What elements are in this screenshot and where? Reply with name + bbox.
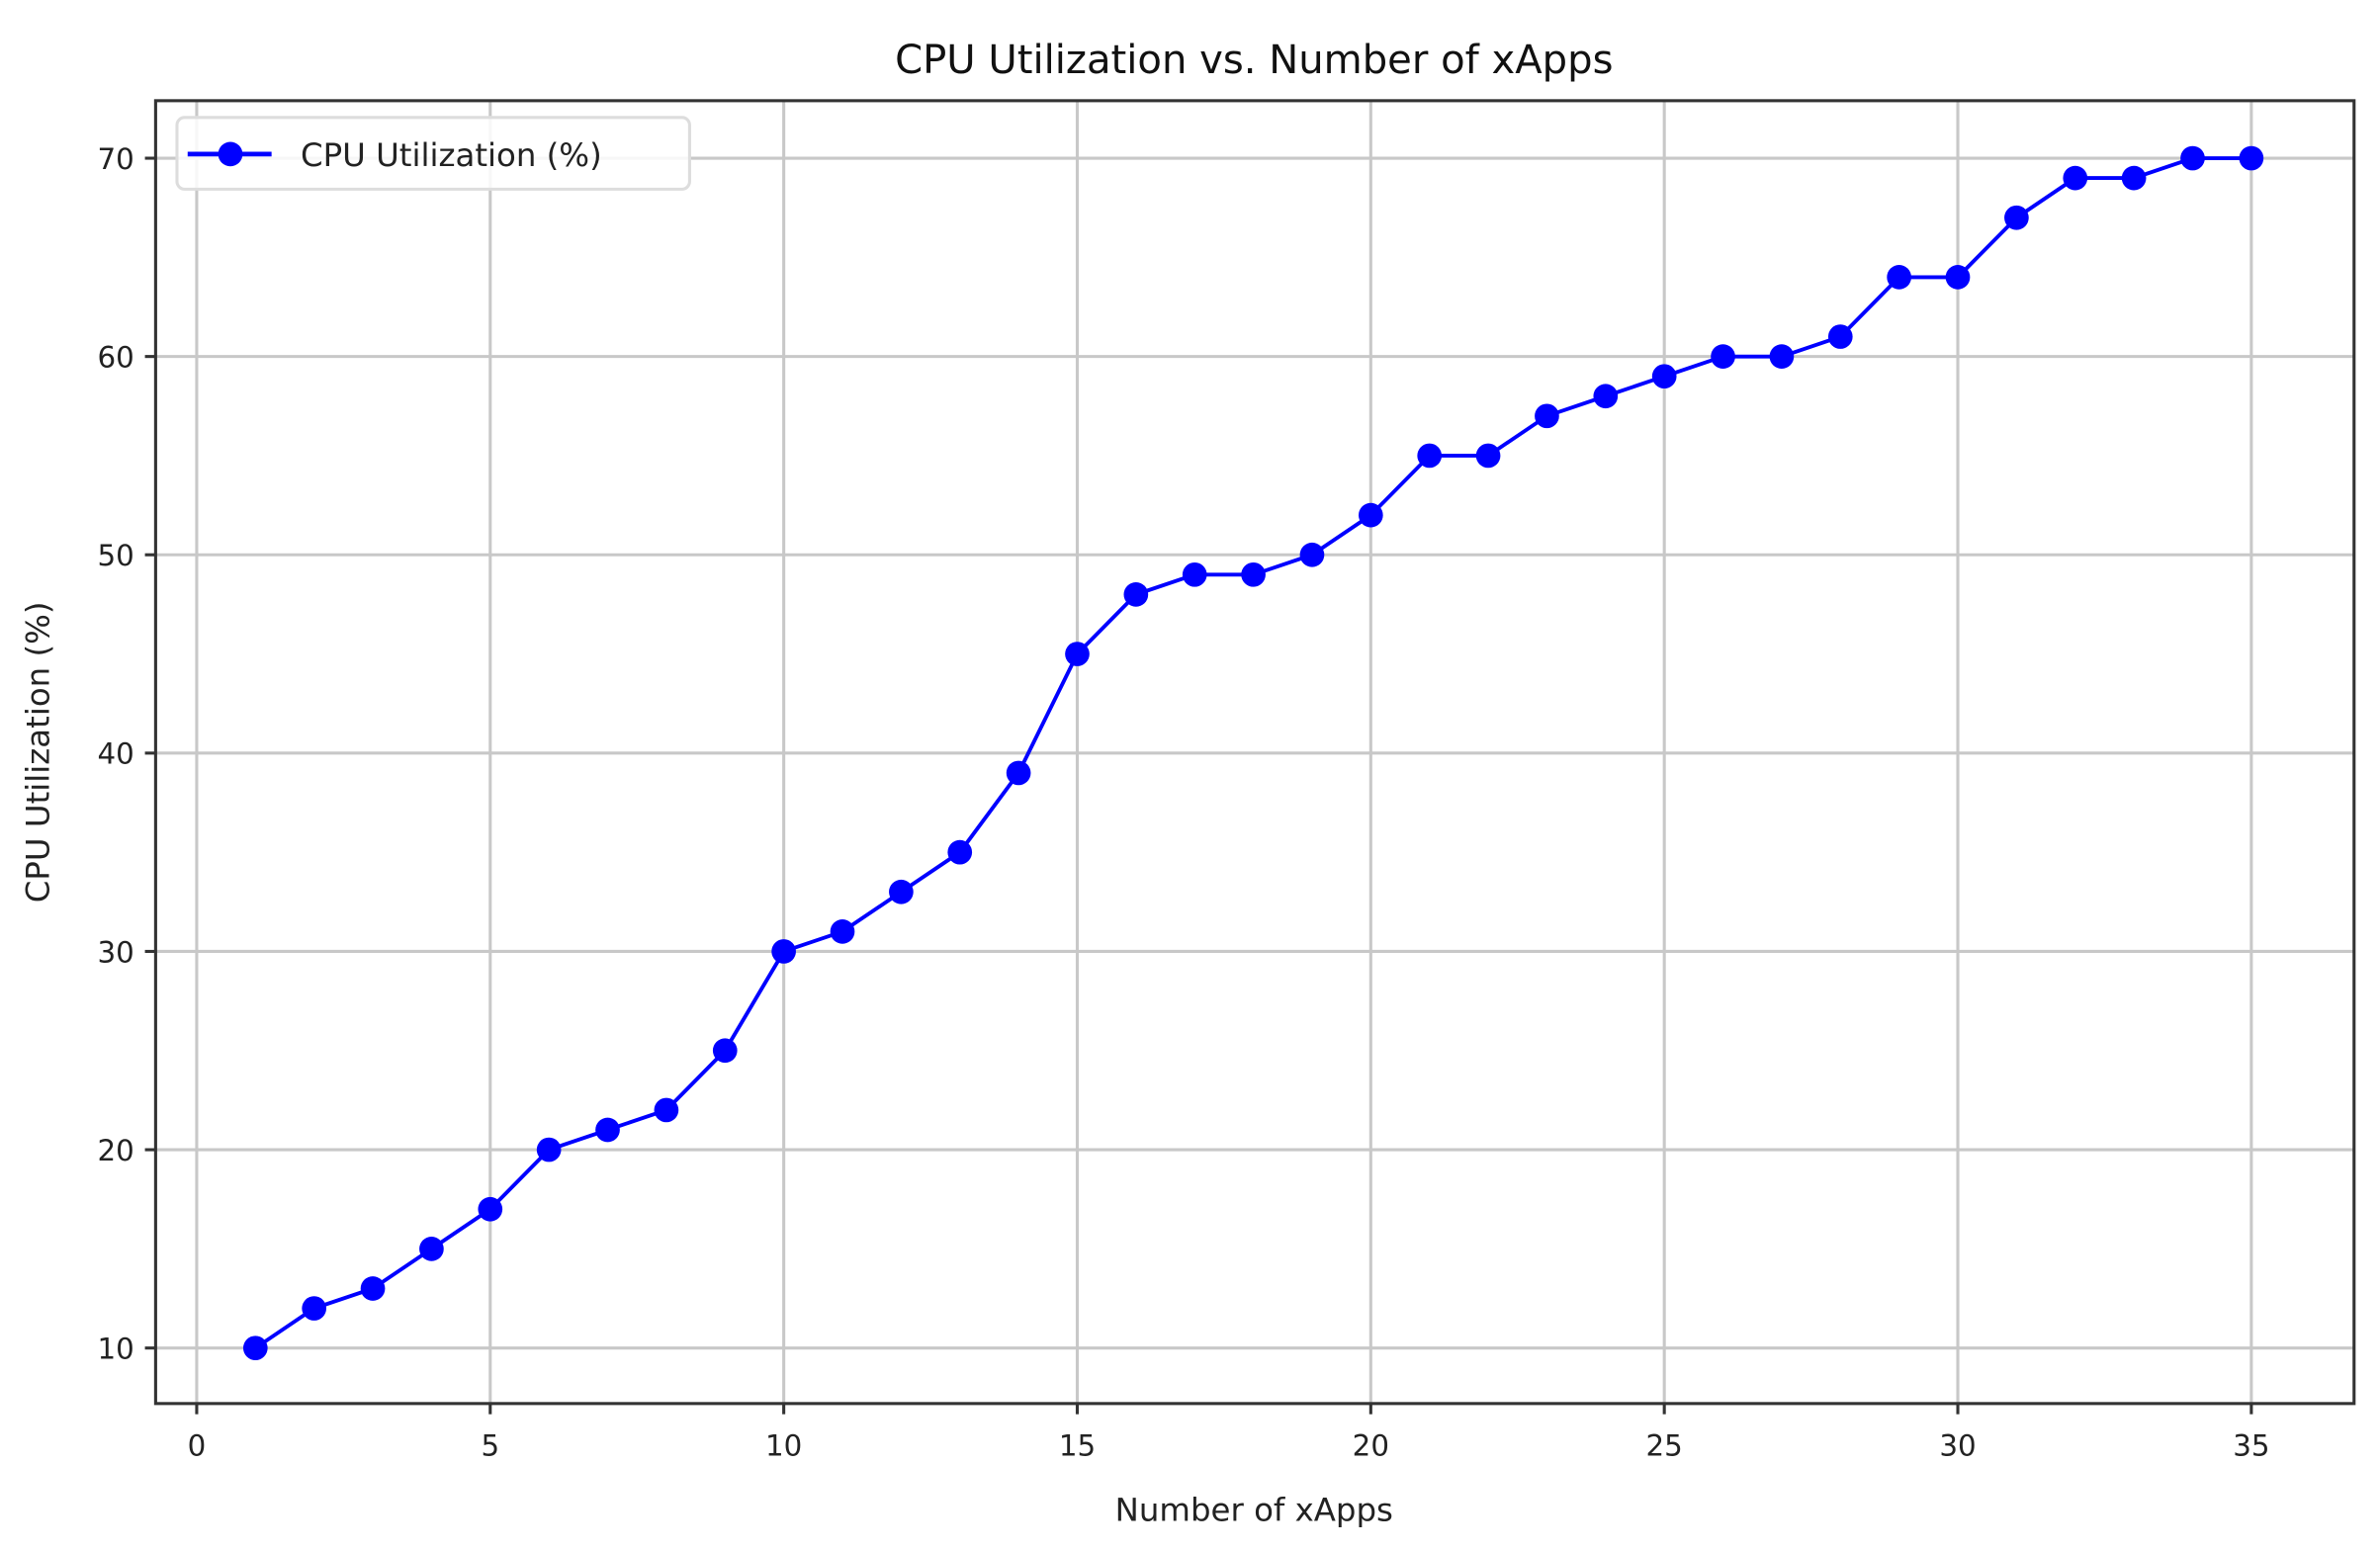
data-point	[1241, 561, 1266, 587]
y-tick-label: 60	[98, 340, 134, 374]
y-tick-label: 10	[98, 1332, 134, 1365]
data-point	[419, 1237, 444, 1261]
data-point	[478, 1196, 503, 1222]
data-point	[1593, 384, 1619, 409]
data-point	[1182, 561, 1207, 587]
y-axis-label: CPU Utilization (%)	[19, 601, 56, 903]
legend-marker	[218, 141, 243, 167]
x-tick-label: 15	[1059, 1428, 1096, 1462]
data-point	[889, 879, 914, 904]
data-point	[1123, 582, 1149, 607]
legend-label: CPU Utilization (%)	[301, 136, 602, 174]
data-point	[1651, 364, 1677, 389]
legend: CPU Utilization (%)	[175, 116, 691, 191]
data-point	[2180, 145, 2205, 171]
x-tick-label: 30	[1939, 1428, 1976, 1462]
data-point	[360, 1276, 386, 1301]
data-point	[2239, 145, 2264, 171]
data-point	[712, 1038, 738, 1064]
y-tick-label: 20	[98, 1134, 134, 1167]
data-point	[1887, 265, 1911, 290]
x-tick-label: 25	[1646, 1428, 1683, 1462]
chart-title: CPU Utilization vs. Number of xApps	[895, 38, 1613, 83]
x-axis-label: Number of xApps	[1115, 1492, 1393, 1529]
data-point	[1358, 502, 1383, 528]
data-point	[1535, 403, 1559, 429]
data-point	[654, 1097, 679, 1123]
data-point	[595, 1117, 620, 1143]
y-tick-label: 70	[98, 142, 134, 176]
data-point	[1065, 642, 1090, 666]
series	[242, 145, 2264, 1361]
data-point	[1827, 324, 1853, 349]
data-point	[1769, 344, 1795, 369]
grid	[155, 100, 2354, 1404]
data-point	[830, 919, 855, 944]
data-point	[2004, 205, 2029, 230]
x-tick-label: 20	[1353, 1428, 1389, 1462]
x-tick-label: 0	[188, 1428, 207, 1462]
plot-frame	[153, 99, 2356, 1406]
legend-box	[175, 116, 691, 191]
data-point	[302, 1296, 327, 1321]
data-point	[536, 1137, 562, 1162]
data-point	[2063, 165, 2088, 191]
data-point	[2121, 165, 2147, 191]
data-point	[1299, 542, 1325, 567]
data-point	[771, 939, 796, 964]
y-tick-label: 30	[98, 935, 134, 969]
x-tick-label: 35	[2233, 1428, 2269, 1462]
y-tick-label: 40	[98, 737, 134, 771]
x-tick-label: 10	[765, 1428, 802, 1462]
data-point	[1475, 443, 1501, 469]
y-tick-label: 50	[98, 539, 134, 572]
data-point	[1945, 265, 1971, 290]
data-point	[1711, 344, 1735, 369]
ticks: 0 5 10 15 20 25 30 35 10 20 30 40 50 60 70	[98, 142, 2270, 1462]
data-point	[1417, 443, 1443, 469]
x-tick-label: 5	[481, 1428, 499, 1462]
data-point	[242, 1335, 268, 1361]
data-point	[1006, 760, 1031, 786]
data-point	[947, 839, 973, 865]
